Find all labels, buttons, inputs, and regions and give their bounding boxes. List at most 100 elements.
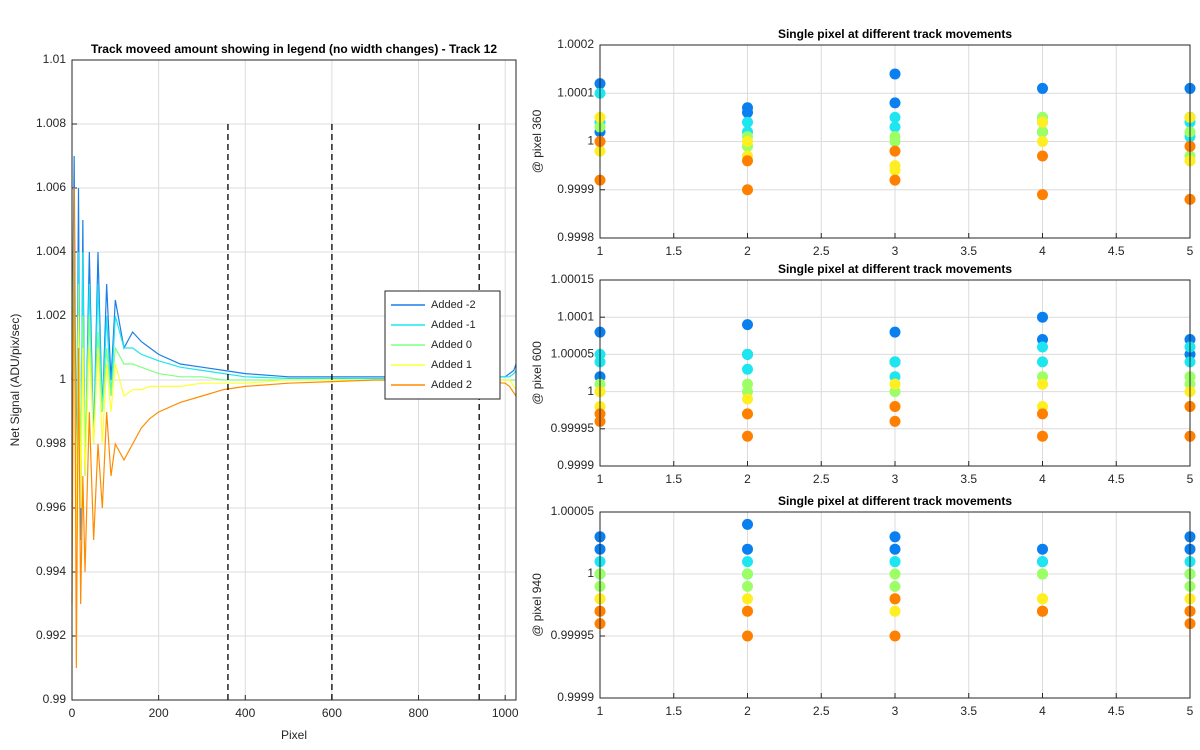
y-tick-label: 1.0001: [557, 309, 594, 323]
data-point: [889, 111, 901, 123]
y-tick-label: 0.99995: [551, 421, 595, 435]
x-tick-label: 2: [744, 472, 751, 486]
y-tick-label: 1.0001: [557, 85, 594, 99]
x-tick-label: 2.5: [813, 472, 830, 486]
data-point: [889, 556, 901, 568]
x-tick-label: 1000: [492, 706, 519, 720]
data-point: [742, 580, 753, 592]
legend-label: Added -1: [431, 319, 476, 331]
data-point: [1037, 116, 1048, 128]
data-point: [889, 580, 901, 592]
y-tick-label: 1.0002: [557, 37, 594, 51]
x-tick-label: 1.5: [665, 244, 682, 258]
data-point: [889, 164, 901, 176]
chart-title: Single pixel at different track movement…: [778, 494, 1012, 508]
x-tick-label: 3.5: [960, 472, 977, 486]
data-point: [889, 145, 901, 157]
y-tick-label: 1.00005: [551, 347, 595, 361]
y-tick-label: 1.008: [36, 116, 66, 130]
y-tick-label: 0.99995: [551, 628, 595, 642]
data-point: [742, 605, 753, 617]
x-tick-label: 3: [892, 472, 899, 486]
data-point: [742, 408, 753, 420]
data-point: [742, 155, 753, 167]
x-tick-label: 3: [892, 244, 899, 258]
y-axis-label: @ pixel 600: [530, 341, 544, 405]
x-tick-label: 5: [1187, 704, 1194, 718]
legend-label: Added 0: [431, 339, 472, 351]
data-point: [889, 543, 901, 555]
data-point: [1037, 568, 1048, 580]
data-point: [889, 136, 901, 147]
data-point: [1037, 543, 1048, 555]
x-tick-label: 2: [744, 704, 751, 718]
data-point: [889, 68, 901, 80]
y-axis-label: @ pixel 360: [530, 109, 544, 173]
x-tick-label: 800: [409, 706, 429, 720]
data-point: [889, 400, 901, 412]
y-tick-label: 0.9998: [557, 230, 594, 244]
chart-title: Single pixel at different track movement…: [778, 27, 1012, 41]
data-point: [889, 531, 901, 543]
x-tick-label: 4.5: [1108, 704, 1125, 718]
y-tick-label: 0.9999: [557, 182, 594, 196]
chart-title: Single pixel at different track movement…: [778, 262, 1012, 276]
data-point: [1037, 605, 1048, 617]
legend: Added -2 Added -1 Added 0 Added 1 Added 2: [384, 290, 501, 400]
x-axis-label: Pixel: [281, 728, 307, 742]
data-point: [742, 116, 753, 128]
x-tick-label: 2: [744, 244, 751, 258]
x-tick-label: 4: [1039, 472, 1046, 486]
data-point: [742, 543, 753, 555]
y-tick-label: 0.998: [36, 436, 66, 450]
x-tick-label: 5: [1187, 472, 1194, 486]
data-point: [742, 593, 753, 605]
data-point: [1037, 430, 1048, 442]
data-point: [742, 556, 753, 568]
y-tick-label: 0.9999: [557, 690, 594, 704]
data-point: [889, 121, 901, 133]
x-tick-label: 200: [149, 706, 169, 720]
data-point: [889, 568, 901, 580]
legend-label: Added 1: [431, 359, 472, 371]
data-point: [889, 174, 901, 186]
x-tick-label: 2.5: [813, 704, 830, 718]
data-point: [742, 107, 753, 119]
x-tick-label: 4: [1039, 244, 1046, 258]
data-point: [1037, 408, 1048, 420]
data-point: [889, 378, 901, 390]
x-tick-label: 5: [1187, 244, 1194, 258]
data-point: [742, 136, 753, 147]
x-tick-label: 3.5: [960, 244, 977, 258]
y-tick-label: 1.004: [36, 244, 66, 258]
data-point: [742, 393, 753, 405]
axes-frame: [599, 511, 1191, 699]
x-tick-label: 3: [892, 704, 899, 718]
x-tick-label: 2.5: [813, 244, 830, 258]
data-point: [742, 348, 753, 360]
axes-frame: [599, 44, 1191, 239]
data-point: [742, 430, 753, 442]
x-tick-label: 1: [597, 244, 604, 258]
y-tick-label: 1.00015: [551, 272, 595, 286]
data-point: [1037, 189, 1048, 201]
chart-title: Track moveed amount showing in legend (n…: [91, 42, 497, 56]
y-tick-label: 1.01: [43, 52, 67, 66]
data-point: [889, 605, 901, 617]
y-tick-label: 0.9999: [557, 458, 594, 472]
x-tick-label: 4: [1039, 704, 1046, 718]
x-tick-label: 4.5: [1108, 472, 1125, 486]
legend-label: Added 2: [431, 379, 472, 391]
data-point: [1037, 341, 1048, 353]
data-point: [889, 326, 901, 338]
x-tick-label: 0: [69, 706, 76, 720]
data-point: [1037, 593, 1048, 605]
y-tick-label: 0.992: [36, 628, 66, 642]
y-tick-label: 0.996: [36, 500, 66, 514]
data-point: [889, 415, 901, 427]
x-tick-label: 3.5: [960, 704, 977, 718]
data-point: [1037, 378, 1048, 390]
data-point: [889, 356, 901, 368]
data-point: [1037, 126, 1048, 138]
data-point: [889, 630, 901, 642]
